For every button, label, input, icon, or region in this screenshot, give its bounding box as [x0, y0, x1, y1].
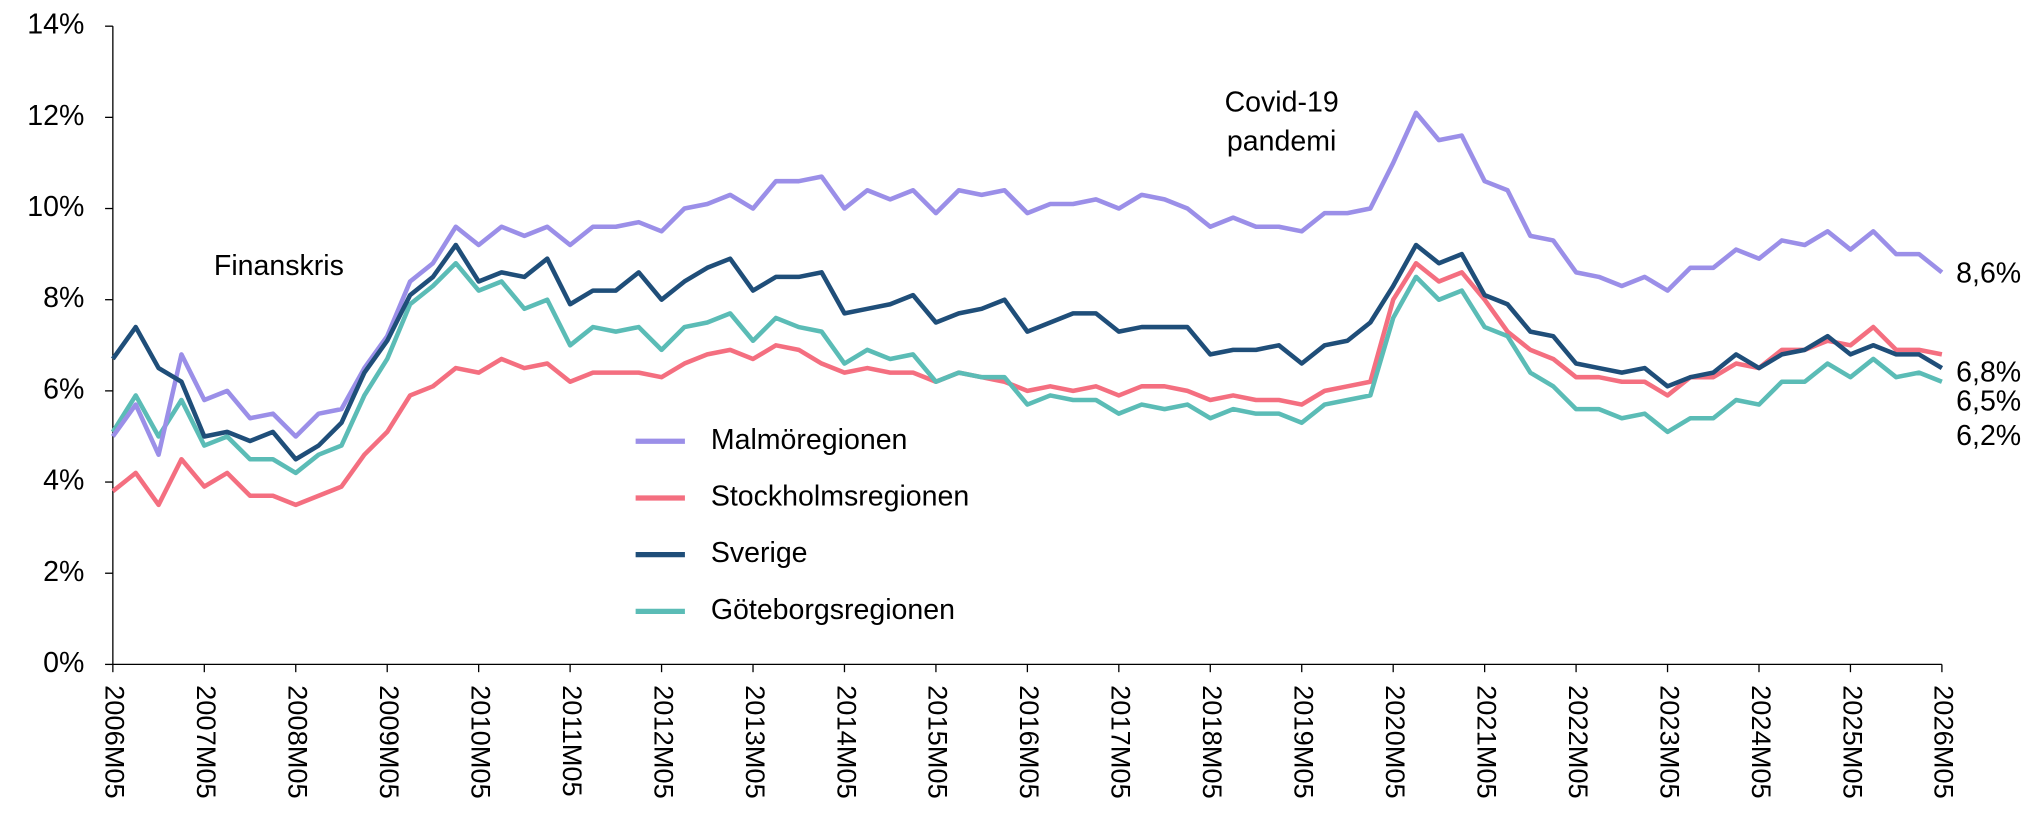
y-tick-label: 14% — [27, 9, 84, 41]
x-tick-label: 2013M05 — [740, 685, 771, 799]
end-label: 8,6% — [1956, 257, 2021, 289]
series-line — [111, 110, 1944, 457]
legend-label: Stockholmsregionen — [711, 480, 969, 512]
x-tick-label: 2012M05 — [648, 685, 679, 799]
y-tick-label: 0% — [43, 647, 84, 679]
x-tick-label: 2021M05 — [1471, 685, 1502, 799]
x-tick-label: 2023M05 — [1654, 685, 1685, 799]
annotation: Covid-19 — [1225, 87, 1339, 119]
y-tick-label: 12% — [27, 100, 84, 132]
x-tick-label: 2022M05 — [1563, 685, 1594, 799]
series-line — [111, 260, 1943, 508]
x-tick-label: 2007M05 — [191, 685, 222, 799]
x-tick-label: 2025M05 — [1837, 685, 1868, 799]
x-tick-label: 2026M05 — [1929, 685, 1960, 799]
x-tick-label: 2019M05 — [1289, 685, 1320, 799]
legend-label: Sverige — [711, 537, 808, 569]
x-tick-label: 2010M05 — [465, 685, 496, 799]
y-tick-label: 10% — [27, 191, 84, 223]
x-tick-label: 2018M05 — [1197, 685, 1228, 799]
end-label: 6,8% — [1956, 356, 2021, 388]
y-tick-label: 2% — [43, 556, 84, 588]
x-tick-label: 2024M05 — [1746, 685, 1777, 799]
x-tick-label: 2008M05 — [283, 685, 314, 799]
y-tick-label: 8% — [43, 282, 84, 314]
legend-label: Göteborgsregionen — [711, 594, 955, 626]
x-tick-label: 2006M05 — [100, 685, 131, 799]
y-tick-label: 4% — [43, 465, 84, 497]
annotation: Finanskris — [214, 250, 344, 282]
legend-label: Malmöregionen — [711, 424, 908, 456]
x-tick-label: 2015M05 — [923, 685, 954, 799]
end-label: 6,2% — [1956, 420, 2021, 452]
x-tick-label: 2009M05 — [374, 685, 405, 799]
x-tick-label: 2014M05 — [831, 685, 862, 799]
x-tick-label: 2020M05 — [1380, 685, 1411, 799]
x-tick-label: 2017M05 — [1106, 685, 1137, 799]
annotation: pandemi — [1227, 125, 1336, 157]
end-label: 6,5% — [1956, 386, 2021, 418]
y-tick-label: 6% — [43, 373, 84, 405]
x-tick-label: 2011M05 — [557, 685, 588, 797]
series-line — [111, 242, 1944, 462]
series-line — [110, 260, 1943, 476]
x-tick-label: 2016M05 — [1014, 685, 1045, 799]
